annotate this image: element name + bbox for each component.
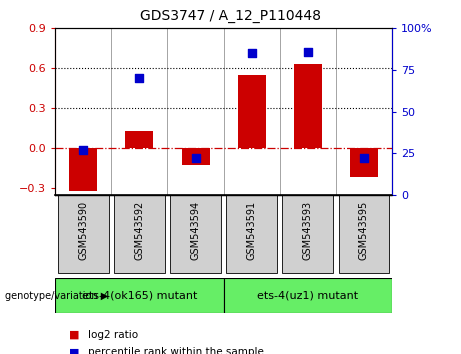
Text: GSM543593: GSM543593 <box>303 201 313 260</box>
Point <box>360 155 367 161</box>
Point <box>136 75 143 81</box>
Text: ■: ■ <box>69 330 80 339</box>
Text: GDS3747 / A_12_P110448: GDS3747 / A_12_P110448 <box>140 9 321 23</box>
Point <box>248 51 255 56</box>
FancyBboxPatch shape <box>170 195 221 273</box>
FancyBboxPatch shape <box>224 278 392 313</box>
Bar <box>237 75 266 148</box>
FancyBboxPatch shape <box>226 195 277 273</box>
Text: GSM543590: GSM543590 <box>78 201 89 260</box>
Bar <box>182 148 210 165</box>
Text: GSM543592: GSM543592 <box>135 201 144 260</box>
FancyBboxPatch shape <box>55 278 224 313</box>
Bar <box>350 148 378 177</box>
Text: GSM543594: GSM543594 <box>190 201 201 260</box>
Text: ■: ■ <box>69 347 80 354</box>
Text: ets-4(uz1) mutant: ets-4(uz1) mutant <box>257 291 358 301</box>
Point <box>80 147 87 153</box>
FancyBboxPatch shape <box>114 195 165 273</box>
Text: genotype/variation ▶: genotype/variation ▶ <box>5 291 108 301</box>
Bar <box>294 64 322 148</box>
Point <box>192 155 199 161</box>
Text: GSM543591: GSM543591 <box>247 201 257 260</box>
FancyBboxPatch shape <box>283 195 333 273</box>
Bar <box>125 131 154 148</box>
FancyBboxPatch shape <box>338 195 389 273</box>
Text: GSM543595: GSM543595 <box>359 201 369 260</box>
Point <box>304 49 312 55</box>
FancyBboxPatch shape <box>58 195 109 273</box>
Bar <box>69 148 97 191</box>
Text: percentile rank within the sample: percentile rank within the sample <box>88 347 264 354</box>
Text: log2 ratio: log2 ratio <box>88 330 138 339</box>
Text: ets-4(ok165) mutant: ets-4(ok165) mutant <box>82 291 197 301</box>
